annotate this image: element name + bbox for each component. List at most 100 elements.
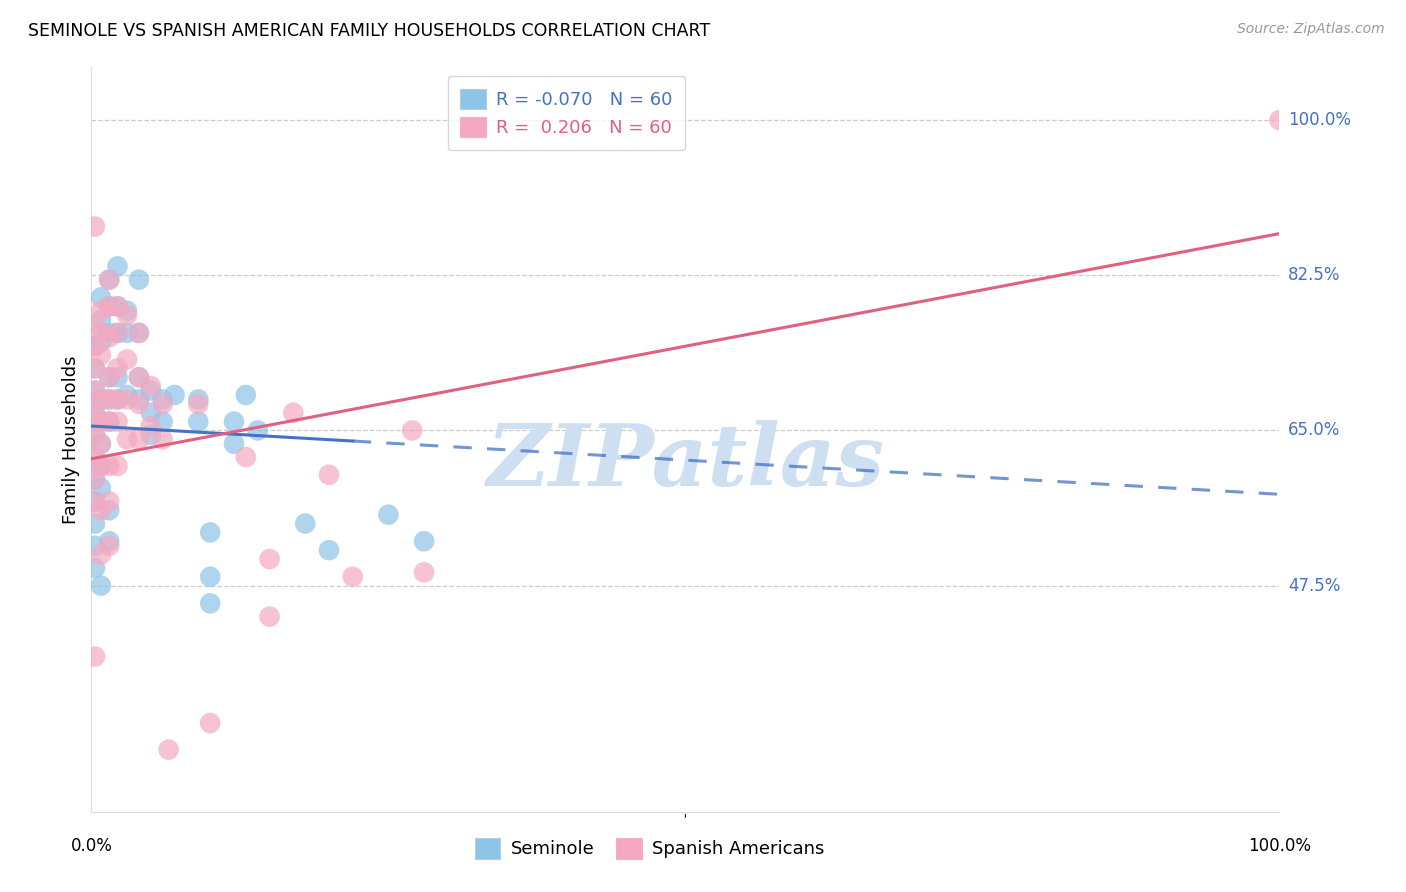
Point [84, 649, 107, 664]
Point [187, 397, 209, 411]
Point [98, 392, 121, 407]
Point [84, 472, 107, 486]
Point [139, 379, 162, 393]
Point [128, 273, 150, 287]
Point [139, 428, 162, 442]
Point [84, 361, 107, 376]
Point [413, 566, 436, 580]
Text: ZIPatlas: ZIPatlas [486, 420, 884, 503]
Point [152, 433, 174, 447]
Point [84, 450, 107, 464]
Point [200, 525, 222, 540]
Point [200, 570, 222, 584]
Point [107, 361, 129, 376]
Point [187, 392, 209, 407]
Text: SEMINOLE VS SPANISH AMERICAN FAMILY HOUSEHOLDS CORRELATION CHART: SEMINOLE VS SPANISH AMERICAN FAMILY HOUS… [28, 22, 710, 40]
Point [84, 361, 107, 376]
Point [128, 370, 150, 384]
Point [90, 548, 112, 562]
Point [115, 308, 138, 322]
Point [259, 552, 281, 566]
Point [200, 716, 222, 731]
Point [98, 415, 121, 429]
Point [318, 467, 340, 482]
Point [98, 534, 121, 549]
Point [401, 424, 423, 438]
Point [246, 424, 269, 438]
Point [107, 392, 129, 407]
Text: 65.0%: 65.0% [1288, 421, 1340, 440]
Point [84, 494, 107, 508]
Point [139, 406, 162, 420]
Point [157, 742, 180, 756]
Text: 100.0%: 100.0% [1288, 112, 1351, 129]
Point [107, 415, 129, 429]
Point [90, 326, 112, 340]
Point [90, 458, 112, 473]
Point [84, 317, 107, 331]
Point [84, 339, 107, 353]
Point [98, 330, 121, 344]
Point [222, 415, 245, 429]
Point [90, 503, 112, 517]
Point [90, 312, 112, 326]
Point [187, 415, 209, 429]
Point [107, 326, 129, 340]
Point [90, 392, 112, 407]
Point [128, 397, 150, 411]
Point [115, 326, 138, 340]
Point [98, 392, 121, 407]
Point [90, 436, 112, 450]
Point [107, 299, 129, 313]
Point [107, 260, 129, 274]
Point [128, 370, 150, 384]
Point [84, 516, 107, 531]
Point [90, 303, 112, 318]
Point [90, 334, 112, 349]
Text: 100.0%: 100.0% [1249, 837, 1310, 855]
Point [222, 436, 245, 450]
Point [235, 388, 257, 402]
Point [90, 458, 112, 473]
Point [98, 273, 121, 287]
Point [98, 494, 121, 508]
Point [139, 384, 162, 398]
Point [128, 326, 150, 340]
Point [259, 609, 281, 624]
Point [1268, 113, 1291, 128]
Point [84, 219, 107, 234]
Point [342, 570, 364, 584]
Point [90, 579, 112, 593]
Point [84, 494, 107, 508]
Point [98, 539, 121, 553]
Point [90, 436, 112, 450]
Point [115, 352, 138, 367]
Point [200, 596, 222, 610]
Point [84, 472, 107, 486]
Point [90, 415, 112, 429]
Point [84, 428, 107, 442]
Point [90, 392, 112, 407]
Point [294, 516, 316, 531]
Point [90, 481, 112, 495]
Point [115, 388, 138, 402]
Point [84, 339, 107, 353]
Y-axis label: Family Households: Family Households [62, 355, 80, 524]
Point [98, 326, 121, 340]
Point [115, 303, 138, 318]
Point [235, 450, 257, 464]
Point [98, 370, 121, 384]
Point [152, 415, 174, 429]
Point [90, 290, 112, 304]
Point [139, 419, 162, 434]
Point [84, 406, 107, 420]
Point [283, 406, 305, 420]
Point [84, 539, 107, 553]
Point [115, 392, 138, 407]
Point [84, 428, 107, 442]
Point [115, 433, 138, 447]
Point [84, 384, 107, 398]
Point [107, 370, 129, 384]
Point [377, 508, 399, 522]
Point [90, 348, 112, 362]
